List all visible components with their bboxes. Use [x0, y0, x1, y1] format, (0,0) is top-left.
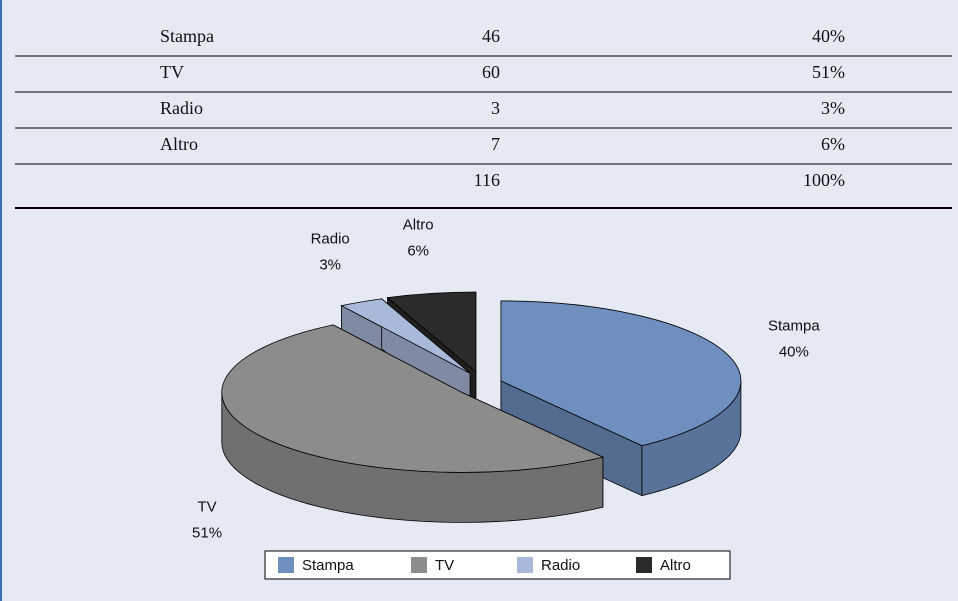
cell-label: Radio — [160, 98, 203, 118]
legend-label: Altro — [660, 557, 691, 574]
cell-count: 46 — [482, 26, 500, 46]
slice — [340, 298, 471, 374]
slice — [221, 324, 605, 473]
cell-share: 6% — [821, 134, 845, 154]
slice-label: TV — [197, 498, 216, 515]
legend: Stampa TV Radio Altro — [278, 557, 691, 574]
pie-chart: Stampa 40% TV 51% Radio 3% Altro 6% — [192, 217, 820, 542]
slice-value-label: 3% — [319, 256, 341, 273]
slice-label: Stampa — [768, 318, 820, 335]
legend-swatch — [278, 557, 294, 573]
cell-share: 51% — [812, 62, 845, 82]
legend-swatch — [636, 557, 652, 573]
legend-box — [264, 550, 731, 580]
slice-value-label: 40% — [779, 344, 809, 361]
cell-count: 60 — [482, 62, 500, 82]
legend-label: TV — [435, 557, 454, 574]
cell-share: 100% — [803, 170, 845, 190]
slice-value-label: 6% — [407, 243, 429, 260]
legend-label: Radio — [541, 557, 580, 574]
slice-value-label: 51% — [192, 524, 222, 541]
legend-swatch — [517, 557, 533, 573]
legend-swatch — [411, 557, 427, 573]
legend-label: Stampa — [302, 557, 354, 574]
cell-share: 40% — [812, 26, 845, 46]
cell-count: 3 — [491, 98, 500, 118]
slice — [500, 300, 742, 447]
slice-label: Altro — [403, 217, 434, 234]
table: Stampa 46 40% TV 60 51% Radio 3 3% Altro 7 6% 116 100… — [15, 26, 952, 209]
cell-share: 3% — [821, 98, 845, 118]
cell-count: 7 — [491, 134, 500, 154]
cell-label: TV — [160, 62, 184, 82]
slice — [386, 291, 477, 373]
cell-label: Stampa — [160, 26, 214, 46]
cell-label: Altro — [160, 134, 198, 154]
cell-count: 116 — [474, 170, 500, 190]
slice-label: Radio — [311, 230, 350, 247]
